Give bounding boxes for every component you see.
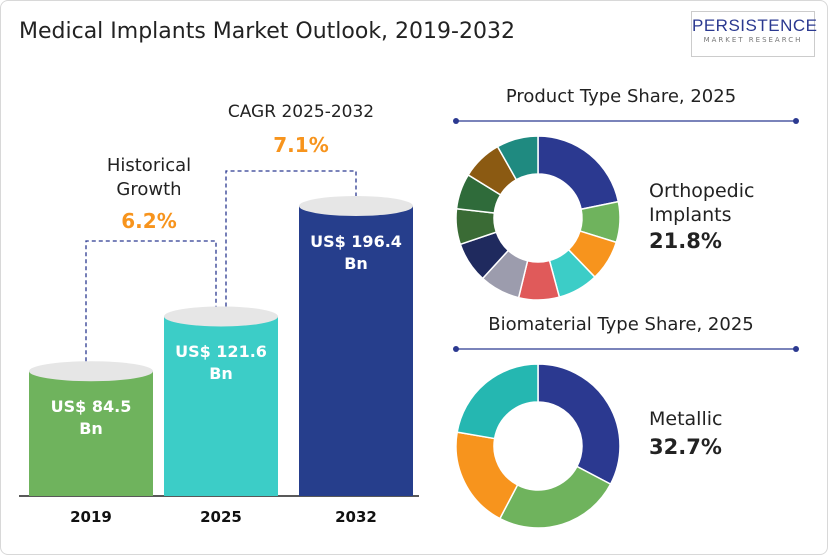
divider-dot bbox=[793, 118, 799, 124]
chart-subtitle: Product Type Share, 2025 bbox=[505, 86, 737, 107]
annotation-value: 6.2% bbox=[121, 209, 177, 233]
donut-segment bbox=[456, 363, 539, 440]
category-label: 2032 bbox=[335, 508, 377, 526]
bar bbox=[29, 371, 153, 496]
chart-subtitle: Biomaterial Type Share, 2025 bbox=[488, 314, 754, 335]
segment-value: 32.7% bbox=[649, 435, 722, 459]
value-label: US$ 121.6 Bn bbox=[175, 342, 267, 384]
divider-dot bbox=[453, 118, 459, 124]
page-title: Medical Implants Market Outlook, 2019-20… bbox=[19, 19, 515, 44]
segment-label: Metallic bbox=[649, 408, 723, 430]
value-label: US$ 196.4 Bn bbox=[310, 232, 402, 273]
connector bbox=[85, 240, 217, 362]
bar bbox=[164, 316, 278, 496]
donut-segment bbox=[537, 135, 620, 211]
bar-top bbox=[164, 306, 278, 327]
category-label: 2019 bbox=[70, 508, 112, 526]
divider-dot bbox=[793, 346, 799, 352]
divider-dot bbox=[453, 346, 459, 352]
value-label: US$ 84.5 Bn bbox=[50, 397, 132, 439]
logo-tagline: MARKET RESEARCH bbox=[703, 36, 803, 44]
logo: PERSISTENCE MARKET RESEARCH bbox=[691, 11, 818, 57]
bar bbox=[299, 206, 413, 496]
annotation: CAGR 2025-2032 bbox=[227, 102, 375, 122]
segment-label: Orthopedic Implants bbox=[649, 180, 755, 226]
bar-top bbox=[299, 196, 413, 216]
logo-name: PERSISTENCE bbox=[692, 16, 818, 35]
annotation: Historical Growth bbox=[106, 155, 192, 200]
annotation-value: 7.1% bbox=[273, 133, 329, 157]
bar-top bbox=[29, 361, 153, 382]
donut-segment bbox=[496, 135, 539, 181]
segment-value: 21.8% bbox=[649, 229, 722, 253]
donut-segment bbox=[498, 465, 612, 529]
category-label: 2025 bbox=[200, 508, 242, 526]
donut-segment bbox=[537, 363, 621, 486]
